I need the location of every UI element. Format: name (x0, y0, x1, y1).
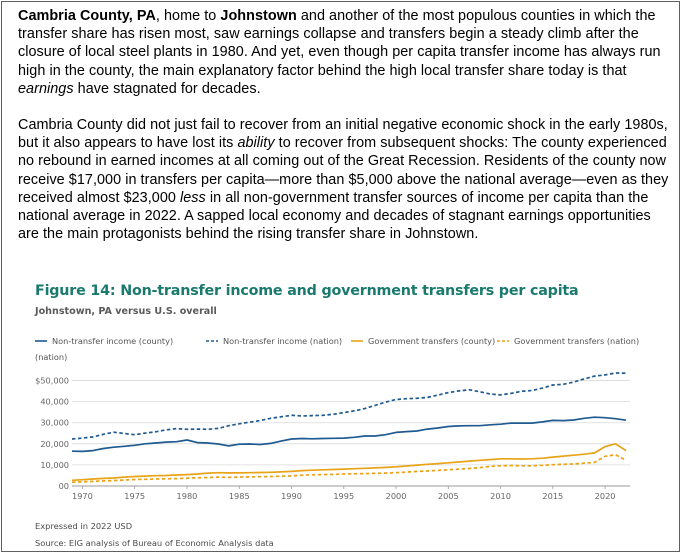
y-axis: 00 10,000 20,000 30,000 40,000 $50,000 (35, 376, 69, 491)
chart-legend: Non-transfer income (county) Non-transfer… (35, 336, 639, 346)
x-tick-label: 1980 (177, 491, 198, 501)
x-tick-label: 2020 (595, 491, 616, 501)
x-tick-label: 1975 (124, 491, 145, 501)
emphasis-earnings: earnings (18, 80, 74, 97)
text-span: to recover from subsequent shocks: The c… (18, 135, 669, 206)
legend-label-government-transfers-nation: Government transfers (nation) (514, 336, 639, 346)
y-tick-label: $50,000 (35, 376, 69, 386)
x-axis: 1970 1975 1980 1985 1990 1995 2000 2005 2010 2015… (72, 486, 616, 501)
series-line-non-transfer-income-nation (71, 372, 627, 440)
x-tick-label: 2010 (490, 491, 511, 501)
article-text: Cambria County, PA, home to Johnstown an… (18, 7, 674, 243)
text-span: , home to (155, 8, 221, 24)
x-tick-label: 2000 (386, 491, 407, 501)
text-span: in all non-government transfer sources o… (18, 189, 651, 243)
x-tick-label: 1990 (281, 491, 302, 501)
x-tick-label: 2005 (438, 491, 459, 501)
y-tick-label: 30,000 (40, 418, 69, 428)
y-tick-label: 40,000 (40, 397, 69, 407)
series-line-government-transfers-nation (71, 453, 627, 484)
y-tick-label: 20,000 (40, 439, 69, 449)
emphasis-ability: ability (237, 135, 275, 152)
figure-note: Expressed in 2022 USD (35, 521, 133, 531)
figure-subtitle: Johnstown, PA versus U.S. overall (35, 306, 217, 317)
chart-grid (72, 380, 630, 487)
city-name: Johnstown (220, 8, 297, 24)
series-line-non-transfer-income-county (71, 416, 627, 453)
legend-label-government-transfers-county: Government transfers (county) (368, 336, 495, 346)
y-tick-label: 00 (59, 481, 69, 491)
text-span: have stagnated for decades. (73, 80, 261, 97)
x-tick-label: 1985 (229, 491, 250, 501)
line-chart: Non-transfer income (county) Non-transfer… (35, 336, 639, 501)
paragraph-1: Cambria County, PA, home to Johnstown an… (18, 7, 674, 98)
text-span: Cambria County did not just fail to reco… (18, 117, 668, 152)
series-line-government-transfers-county (71, 442, 627, 482)
figure-source: Source: EIG analysis of Bureau of Econom… (35, 538, 274, 548)
county-name: Cambria County, PA (18, 8, 156, 24)
x-tick-label: 1970 (72, 491, 93, 501)
legend-label-non-transfer-income-county: Non-transfer income (county) (52, 336, 173, 346)
y-tick-label: 10,000 (40, 460, 69, 470)
legend-trailing-label: (nation) (35, 352, 67, 362)
x-tick-label: 2015 (542, 491, 563, 501)
text-span: and another of the most populous countie… (18, 8, 661, 79)
figure-title: Figure 14: Non-transfer income and gover… (35, 283, 579, 299)
chart-series (71, 372, 627, 484)
paragraph-2: Cambria County did not just fail to reco… (18, 116, 674, 243)
x-tick-label: 1995 (333, 491, 354, 501)
emphasis-less: less (180, 189, 206, 206)
legend-label-non-transfer-income-nation: Non-transfer income (nation) (223, 336, 342, 346)
